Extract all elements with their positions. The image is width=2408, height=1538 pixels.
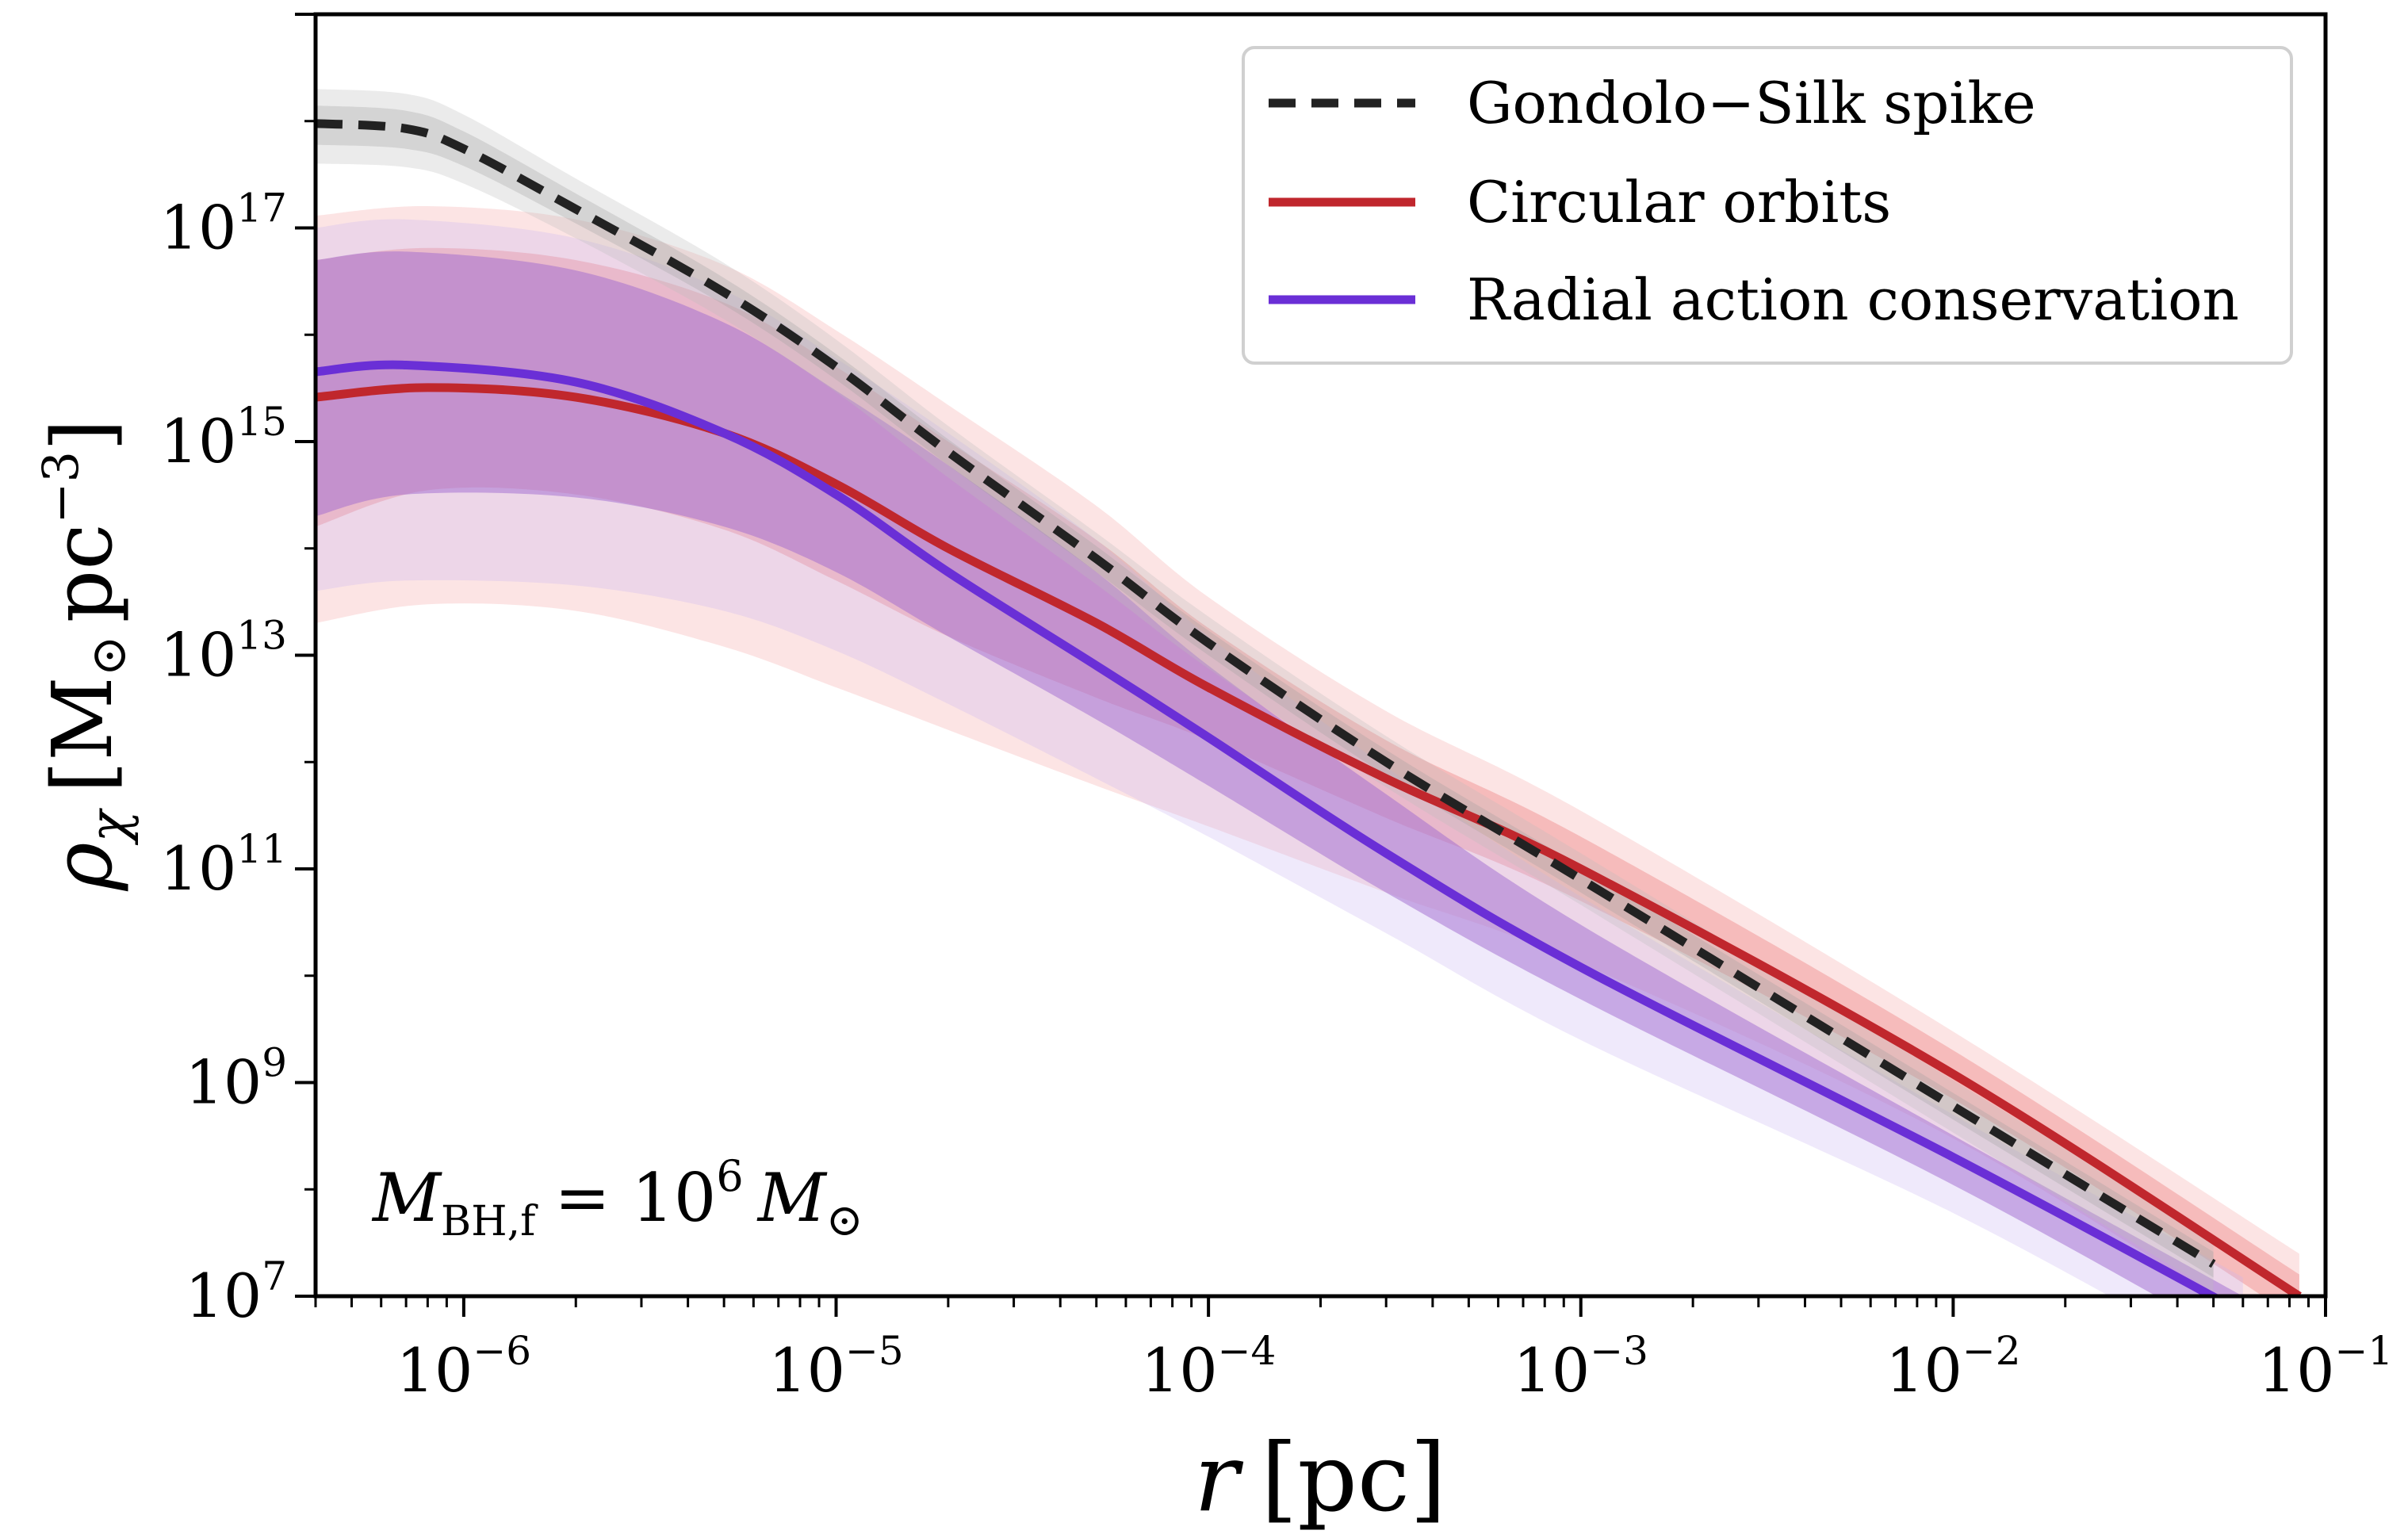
- y-axis-ticks: 107 109 1011 1013 1015 1017: [160, 13, 316, 1331]
- series-line-radial-action-conservation: [316, 360, 2222, 1296]
- y-tick-label: 1013: [160, 613, 287, 691]
- legend-label-circular-orbits: Circular orbits: [1467, 169, 1891, 235]
- legend-box: [1242, 46, 2293, 365]
- y-tick-label: 1011: [160, 826, 287, 904]
- series-lines: [316, 119, 2302, 1296]
- mass-annotation: MBH,f = 106 M⊙: [371, 1151, 863, 1246]
- y-tick-label: 1015: [160, 399, 287, 476]
- band-inner-radial-action-conservation: [316, 251, 2243, 1296]
- x-tick-label: 10−5: [768, 1328, 903, 1406]
- band-outer-gondolo-silk-spike: [316, 89, 2214, 1292]
- y-tick-label: 1017: [160, 186, 287, 263]
- x-tick-label: 10−6: [396, 1328, 531, 1406]
- y-axis-title: ρχ[M⊙pc−3]: [32, 419, 140, 892]
- x-tick-label: 10−3: [1514, 1328, 1648, 1406]
- y-tick-label: 107: [185, 1253, 287, 1331]
- legend-label-radial-action: Radial action conservation: [1467, 266, 2239, 333]
- legend-label-gondolo-silk: Gondolo−Silk spike: [1467, 70, 2036, 136]
- x-tick-label: 10−1: [2258, 1328, 2393, 1406]
- band-inner-gondolo-silk-spike: [316, 105, 2214, 1278]
- series-line-circular-orbits: [316, 383, 2302, 1296]
- x-tick-label: 10−4: [1141, 1328, 1276, 1406]
- x-tick-label: 10−2: [1885, 1328, 2020, 1406]
- x-axis-ticks: 10−6 10−5 10−4 10−3 10−2 10−1: [314, 1296, 2393, 1406]
- x-axis-title: r [pc]: [1194, 1423, 1446, 1532]
- legend: Gondolo−Silk spike Circular orbits Radia…: [1242, 46, 2293, 365]
- y-tick-label: 109: [185, 1040, 287, 1118]
